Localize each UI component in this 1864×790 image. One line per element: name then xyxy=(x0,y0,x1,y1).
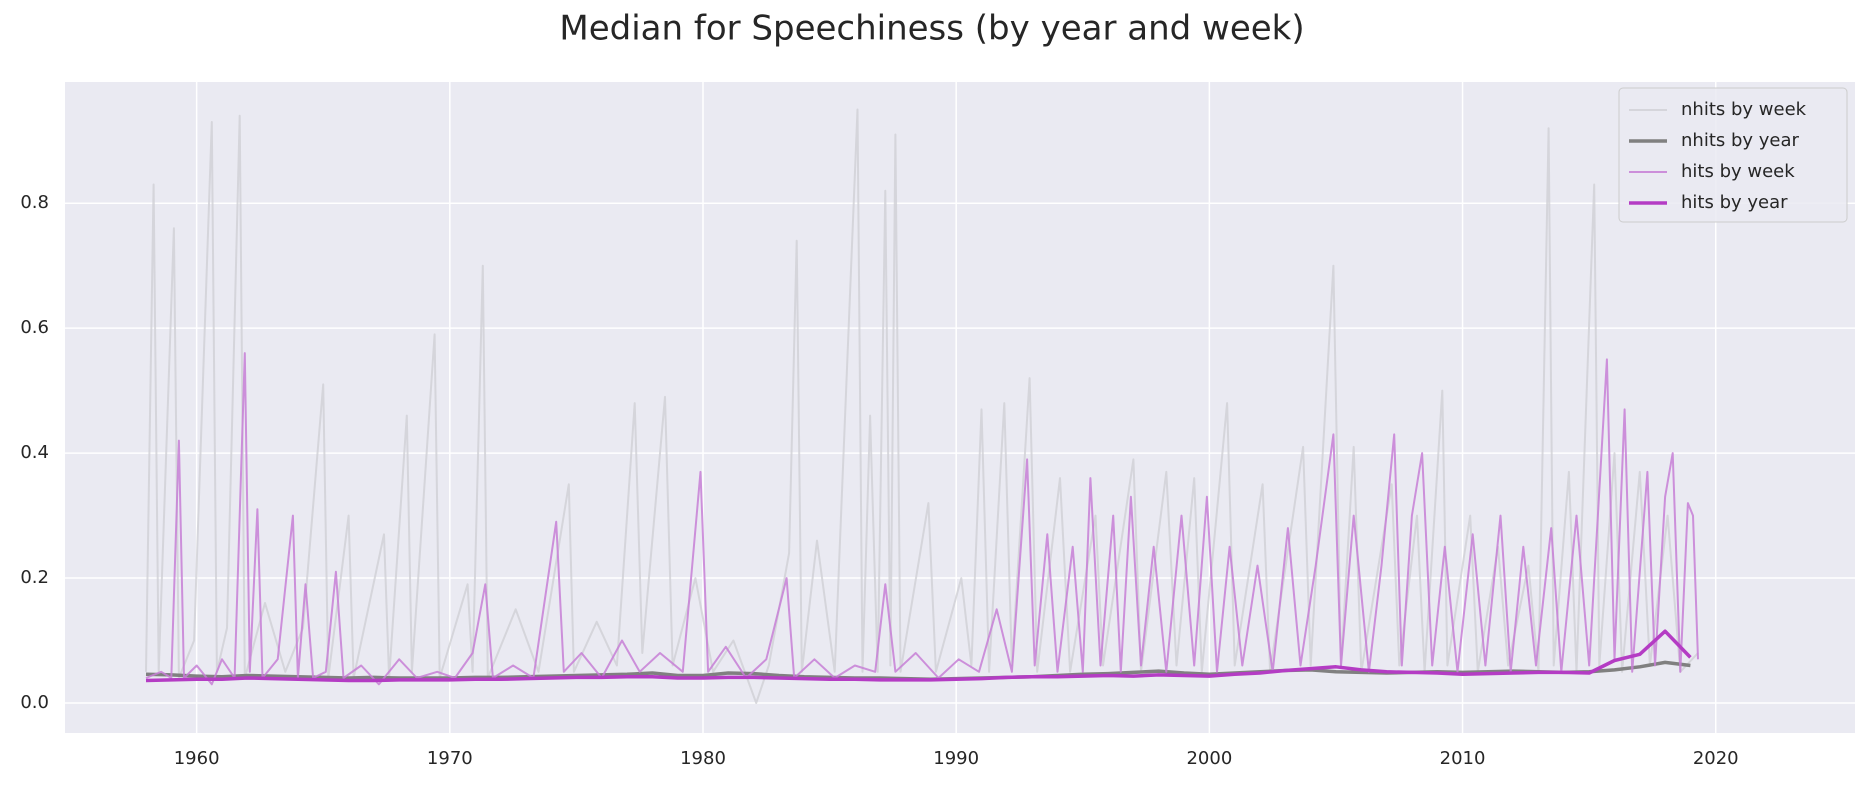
y-tick-label: 0.0 xyxy=(20,692,49,713)
x-tick-label: 1970 xyxy=(427,748,473,769)
legend-label: nhits by week xyxy=(1681,99,1807,120)
chart-title: Median for Speechiness (by year and week… xyxy=(559,9,1304,49)
legend-label: hits by year xyxy=(1681,192,1788,213)
y-tick-label: 0.4 xyxy=(20,442,49,463)
series-line xyxy=(145,352,1699,686)
x-tick-label: 2020 xyxy=(1693,748,1739,769)
series-line xyxy=(145,108,1699,704)
legend-box xyxy=(1618,87,1848,223)
x-tick-label: 1980 xyxy=(680,748,726,769)
x-tick-label: 2000 xyxy=(1186,748,1232,769)
x-tick-label: 1990 xyxy=(933,748,979,769)
x-tick-label: 1960 xyxy=(174,748,220,769)
legend-label: hits by week xyxy=(1681,161,1795,182)
y-tick-label: 0.8 xyxy=(20,192,49,213)
y-tick-label: 0.6 xyxy=(20,317,49,338)
series-line xyxy=(145,629,1692,683)
y-tick-label: 0.2 xyxy=(20,567,49,588)
legend-label: nhits by year xyxy=(1681,130,1800,151)
x-tick-label: 2010 xyxy=(1440,748,1486,769)
